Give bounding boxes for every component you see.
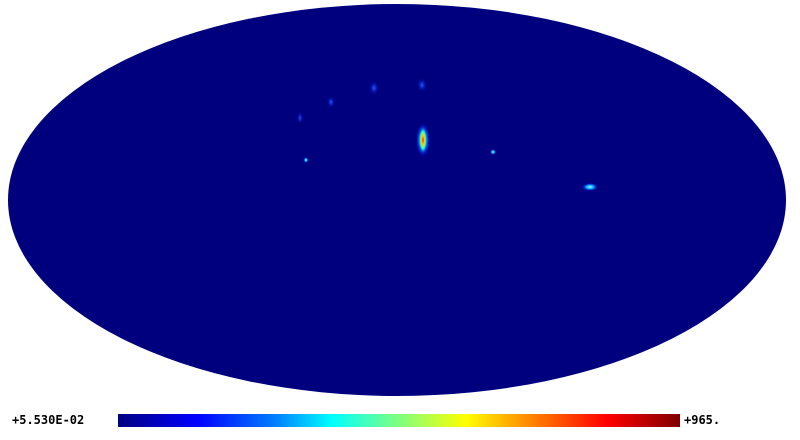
- source-spot: [490, 149, 496, 155]
- source-spot: [582, 183, 598, 191]
- colorbar-gradient: [118, 414, 680, 427]
- source-spot: [417, 78, 427, 92]
- mollweide-sky-map: [8, 4, 786, 396]
- colorbar-min-label: +5.530E-02: [12, 413, 85, 427]
- source-spot: [327, 96, 335, 108]
- bright-source: [416, 123, 430, 157]
- source-spot: [297, 112, 303, 124]
- source-spot: [303, 157, 309, 163]
- source-spot: [369, 81, 379, 95]
- sky-ellipse: [8, 4, 786, 396]
- colorbar-max-label: +965.: [684, 413, 721, 427]
- colorbar: +5.530E-02 +965.: [0, 410, 800, 432]
